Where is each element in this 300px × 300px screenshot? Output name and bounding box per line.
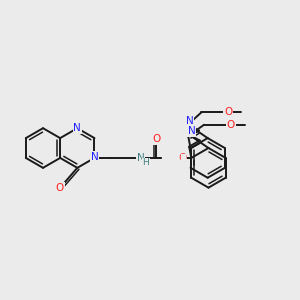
- Text: N: N: [186, 116, 194, 126]
- Text: N: N: [137, 153, 145, 163]
- Text: O: O: [166, 153, 174, 163]
- Text: N: N: [91, 152, 98, 162]
- Text: N: N: [188, 126, 195, 136]
- Text: O: O: [178, 153, 186, 163]
- Text: O: O: [56, 183, 64, 193]
- Text: H: H: [142, 158, 149, 167]
- Text: N: N: [74, 123, 81, 133]
- Text: O: O: [153, 134, 161, 144]
- Text: O: O: [227, 120, 235, 130]
- Text: O: O: [224, 107, 232, 117]
